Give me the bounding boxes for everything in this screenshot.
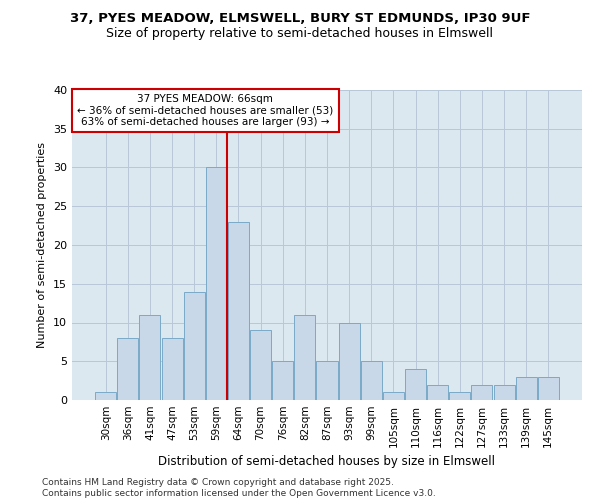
Bar (361, 361, 382, 400)
Bar (272, 361, 293, 400)
Text: 37, PYES MEADOW, ELMSWELL, BURY ST EDMUNDS, IP30 9UF: 37, PYES MEADOW, ELMSWELL, BURY ST EDMUN… (70, 12, 530, 26)
Bar (184, 292, 205, 400)
Bar (118, 338, 139, 400)
Bar (538, 377, 559, 400)
Text: 37 PYES MEADOW: 66sqm
← 36% of semi-detached houses are smaller (53)
63% of semi: 37 PYES MEADOW: 66sqm ← 36% of semi-deta… (77, 94, 334, 127)
X-axis label: Distribution of semi-detached houses by size in Elmswell: Distribution of semi-detached houses by … (158, 456, 496, 468)
Bar (494, 384, 515, 400)
Bar (139, 315, 160, 400)
Bar (316, 361, 338, 400)
Bar (228, 222, 249, 400)
Bar (515, 377, 536, 400)
Bar (250, 330, 271, 400)
Text: Contains HM Land Registry data © Crown copyright and database right 2025.
Contai: Contains HM Land Registry data © Crown c… (42, 478, 436, 498)
Bar (383, 392, 404, 400)
Bar (206, 168, 227, 400)
Bar (295, 315, 316, 400)
Bar (161, 338, 182, 400)
Bar (338, 322, 359, 400)
Text: Size of property relative to semi-detached houses in Elmswell: Size of property relative to semi-detach… (107, 28, 493, 40)
Bar (472, 384, 493, 400)
Bar (427, 384, 448, 400)
Bar (405, 369, 426, 400)
Bar (95, 392, 116, 400)
Y-axis label: Number of semi-detached properties: Number of semi-detached properties (37, 142, 47, 348)
Bar (449, 392, 470, 400)
